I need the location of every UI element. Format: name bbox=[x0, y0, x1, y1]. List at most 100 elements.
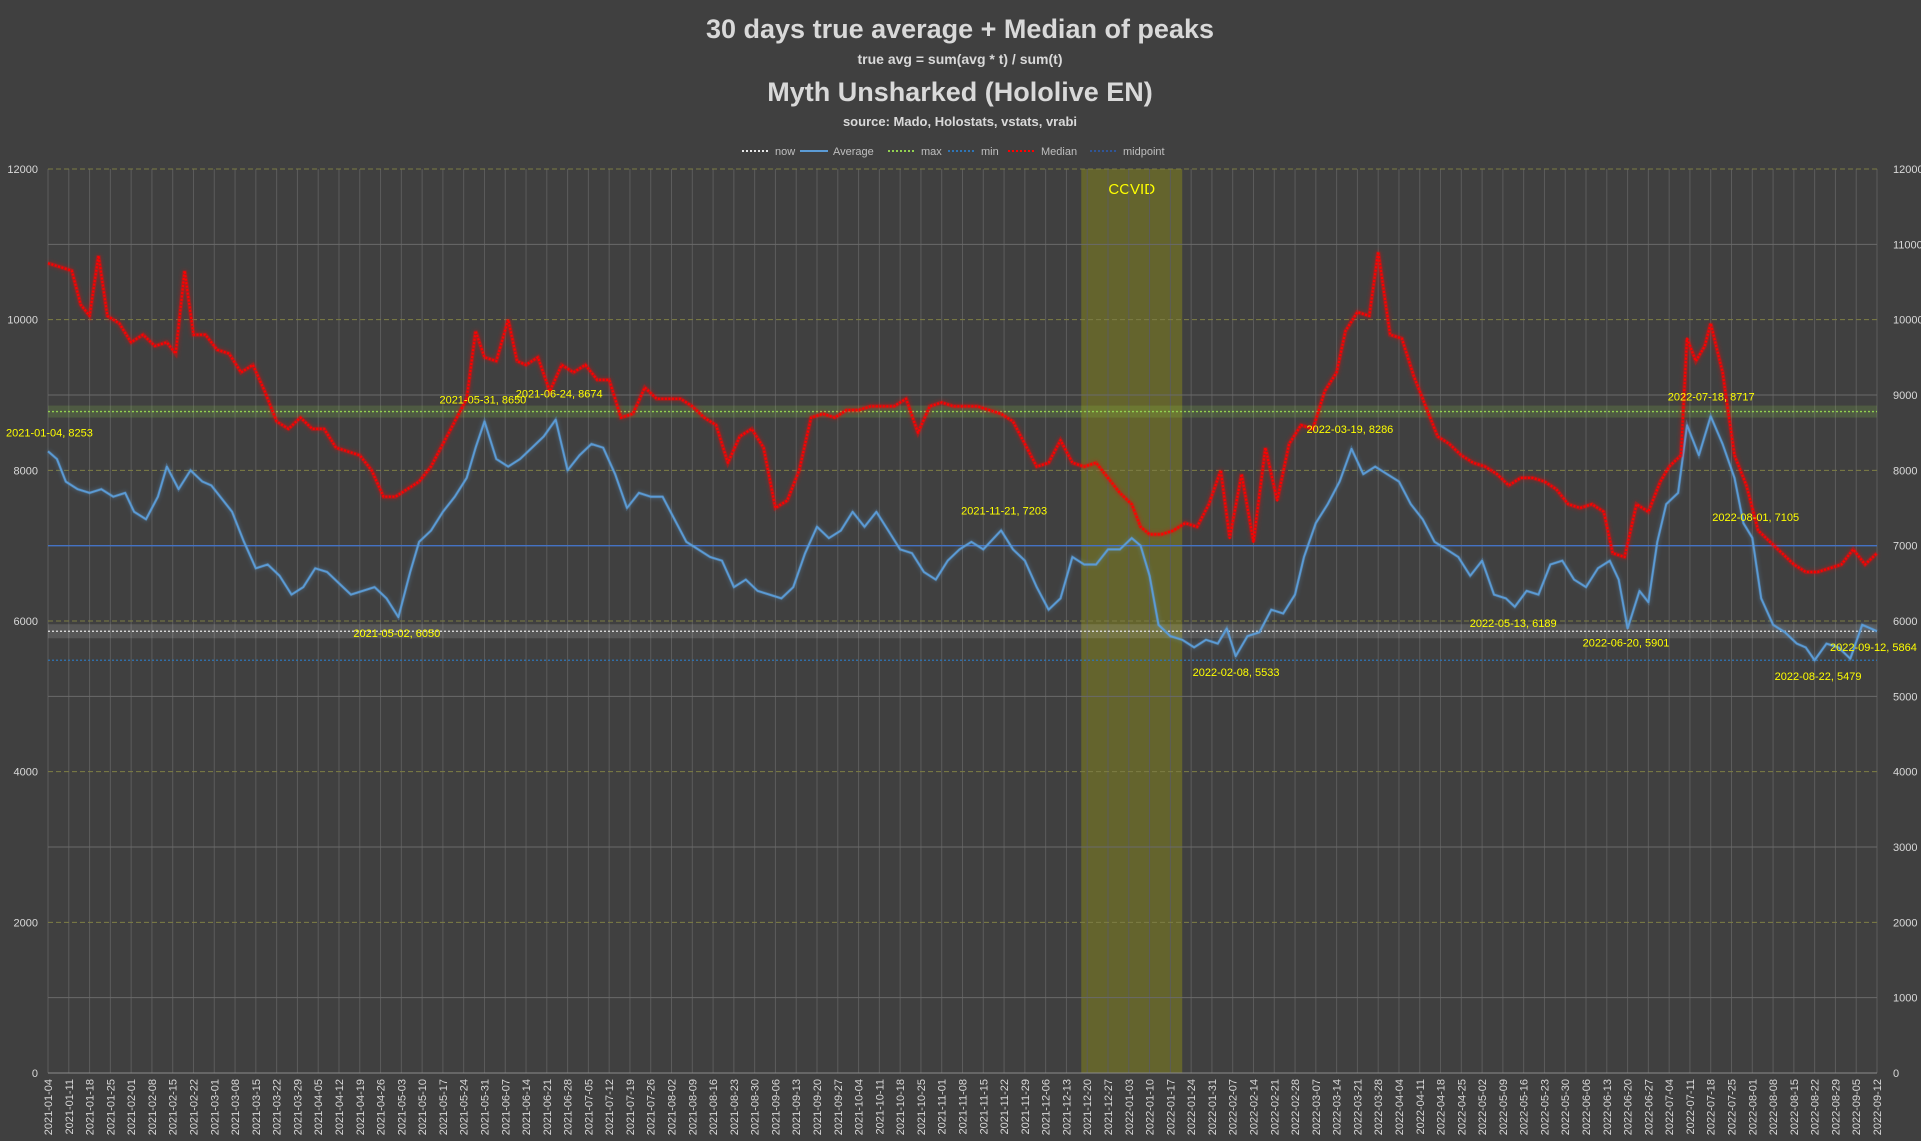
x-tick-label: 2022-08-15 bbox=[1789, 1079, 1801, 1135]
y-right-tick-label: 3000 bbox=[1893, 842, 1917, 854]
x-tick-label: 2021-04-26 bbox=[376, 1079, 388, 1135]
x-tick-label: 2022-03-07 bbox=[1311, 1079, 1323, 1135]
x-tick-label: 2022-08-22 bbox=[1810, 1079, 1822, 1135]
x-tick-label: 2022-01-03 bbox=[1124, 1079, 1136, 1135]
annotation-label: 2022-05-13, 6189 bbox=[1470, 618, 1557, 630]
x-tick-label: 2022-05-09 bbox=[1498, 1079, 1510, 1135]
x-tick-label: 2021-10-04 bbox=[854, 1079, 866, 1135]
annotation-label: 2022-08-22, 5479 bbox=[1775, 671, 1862, 683]
x-tick-label: 2022-06-06 bbox=[1581, 1079, 1593, 1135]
y-right-tick-label: 11000 bbox=[1893, 239, 1921, 251]
y-right-tick-label: 1000 bbox=[1893, 993, 1917, 1005]
x-tick-label: 2021-10-11 bbox=[874, 1079, 886, 1134]
x-tick-label: 2021-04-19 bbox=[355, 1079, 367, 1135]
y-right-tick-label: 2000 bbox=[1893, 917, 1917, 929]
x-tick-label: 2022-06-13 bbox=[1602, 1079, 1614, 1135]
x-tick-label: 2021-09-27 bbox=[833, 1079, 845, 1135]
x-tick-label: 2021-11-08 bbox=[958, 1079, 970, 1134]
x-tick-label: 2021-08-16 bbox=[708, 1079, 720, 1135]
x-tick-label: 2021-10-25 bbox=[916, 1079, 928, 1135]
x-tick-label: 2022-02-14 bbox=[1248, 1079, 1260, 1135]
x-tick-label: 2022-04-04 bbox=[1394, 1079, 1406, 1135]
x-tick-label: 2021-08-23 bbox=[729, 1079, 741, 1135]
x-tick-label: 2021-10-18 bbox=[895, 1079, 907, 1135]
annotation-label: 2022-03-19, 8286 bbox=[1306, 424, 1393, 436]
x-tick-label: 2021-04-12 bbox=[334, 1079, 346, 1135]
y-right-tick-label: 6000 bbox=[1893, 616, 1917, 628]
legend-label-min: min bbox=[981, 146, 999, 158]
x-tick-label: 2021-08-02 bbox=[667, 1079, 679, 1135]
x-tick-label: 2022-09-12 bbox=[1872, 1079, 1884, 1135]
y-right-tick-label: 8000 bbox=[1893, 465, 1917, 477]
x-tick-label: 2022-08-01 bbox=[1747, 1079, 1759, 1135]
y-right-tick-label: 0 bbox=[1893, 1068, 1899, 1080]
legend: now Average max min Median midpoint bbox=[742, 146, 1165, 158]
y-left-tick-label: 10000 bbox=[7, 315, 38, 327]
x-tick-label: 2021-09-13 bbox=[791, 1079, 803, 1135]
x-tick-label: 2021-12-13 bbox=[1061, 1079, 1073, 1135]
y-right-tick-label: 12000 bbox=[1893, 164, 1921, 176]
x-tick-label: 2021-06-21 bbox=[542, 1079, 554, 1135]
x-tick-label: 2022-05-02 bbox=[1477, 1079, 1489, 1135]
y-right-tick-label: 9000 bbox=[1893, 390, 1917, 402]
x-tick-label: 2022-01-17 bbox=[1165, 1079, 1177, 1135]
x-tick-label: 2021-05-10 bbox=[417, 1079, 429, 1135]
x-tick-label: 2021-03-08 bbox=[230, 1079, 242, 1135]
x-tick-label: 2021-01-25 bbox=[105, 1079, 117, 1135]
y-left-tick-label: 2000 bbox=[14, 917, 38, 929]
chart-subtitle-2: Myth Unsharked (Hololive EN) bbox=[767, 77, 1153, 107]
x-tick-label: 2022-06-27 bbox=[1643, 1079, 1655, 1135]
x-tick-label: 2021-12-20 bbox=[1082, 1079, 1094, 1135]
x-tick-label: 2022-03-14 bbox=[1332, 1079, 1344, 1135]
annotation-label: 2022-09-12, 5864 bbox=[1830, 642, 1917, 654]
x-tick-label: 2021-03-15 bbox=[251, 1079, 263, 1135]
x-tick-label: 2021-02-01 bbox=[126, 1079, 138, 1135]
x-tick-label: 2021-03-22 bbox=[272, 1079, 284, 1135]
chart-title: 30 days true average + Median of peaks bbox=[706, 14, 1214, 44]
x-tick-label: 2022-01-10 bbox=[1145, 1079, 1157, 1135]
x-tick-label: 2021-05-31 bbox=[479, 1079, 491, 1135]
y-right-tick-label: 7000 bbox=[1893, 541, 1917, 553]
x-tick-label: 2022-07-04 bbox=[1664, 1079, 1676, 1135]
x-tick-label: 2022-01-24 bbox=[1186, 1079, 1198, 1135]
x-tick-label: 2022-02-28 bbox=[1290, 1079, 1302, 1135]
x-tick-label: 2022-01-31 bbox=[1207, 1079, 1219, 1135]
x-tick-label: 2022-06-20 bbox=[1623, 1079, 1635, 1135]
y-right-tick-label: 10000 bbox=[1893, 315, 1921, 327]
x-tick-label: 2022-05-30 bbox=[1560, 1079, 1572, 1135]
annotation-label: 2021-05-31, 8650 bbox=[439, 394, 526, 406]
y-left-tick-label: 12000 bbox=[7, 164, 38, 176]
annotation-label: 2021-06-24, 8674 bbox=[516, 389, 603, 401]
x-tick-label: 2021-11-01 bbox=[937, 1079, 949, 1134]
x-tick-label: 2021-01-18 bbox=[85, 1079, 97, 1135]
average-series-line bbox=[47, 415, 1878, 662]
x-tick-label: 2021-07-12 bbox=[604, 1079, 616, 1135]
legend-label-now: now bbox=[775, 146, 795, 158]
y-right-tick-label: 4000 bbox=[1893, 767, 1917, 779]
x-tick-label: 2022-03-28 bbox=[1373, 1079, 1385, 1135]
x-tick-label: 2021-05-03 bbox=[396, 1079, 408, 1135]
annotation-label: 2021-01-04, 8253 bbox=[6, 427, 93, 439]
x-tick-label: 2021-07-19 bbox=[625, 1079, 637, 1135]
x-tick-label: 2022-08-08 bbox=[1768, 1079, 1780, 1135]
legend-label-Average: Average bbox=[833, 146, 874, 158]
x-tick-label: 2022-04-18 bbox=[1436, 1079, 1448, 1135]
x-tick-label: 2022-09-05 bbox=[1851, 1079, 1863, 1135]
x-tick-label: 2021-02-15 bbox=[168, 1079, 180, 1135]
now-line-glow bbox=[48, 624, 1877, 639]
x-tick-label: 2021-07-05 bbox=[583, 1079, 595, 1135]
x-tick-label: 2022-02-07 bbox=[1228, 1079, 1240, 1135]
legend-label-Median: Median bbox=[1041, 146, 1077, 158]
x-tick-label: 2022-07-18 bbox=[1706, 1079, 1718, 1135]
x-tick-label: 2021-11-15 bbox=[978, 1079, 990, 1134]
ccvid-label: CCVID bbox=[1108, 181, 1155, 198]
x-tick-label: 2022-07-11 bbox=[1685, 1079, 1697, 1134]
x-tick-label: 2021-07-26 bbox=[646, 1079, 658, 1135]
y-left-tick-label: 0 bbox=[32, 1068, 38, 1080]
x-tick-label: 2022-05-16 bbox=[1519, 1079, 1531, 1135]
grid-layer bbox=[47, 168, 1878, 1074]
x-tick-label: 2021-01-04 bbox=[43, 1079, 55, 1135]
series-layer bbox=[47, 250, 1879, 663]
axis-layer: 2021-01-04 2021-01-11 2021-01-18 2021-01-25… bbox=[7, 164, 1921, 1135]
